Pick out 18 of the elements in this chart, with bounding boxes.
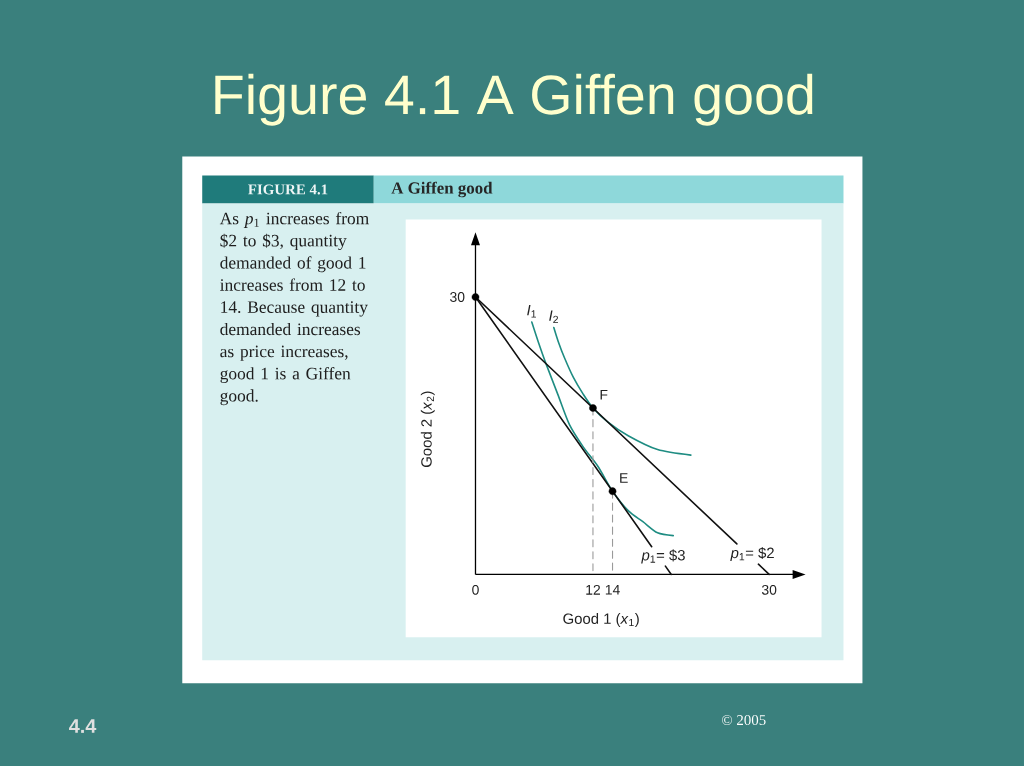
caption: FIGURE 4.1 — [248, 184, 328, 195]
chart-subtitle: A Giffen good — [391, 181, 493, 198]
annotation: 30 — [450, 292, 465, 302]
x-tick-label: 0 — [472, 584, 479, 595]
series-label: I$_{1}$ — [527, 305, 536, 318]
x-axis-title: Good 1 (x$_{1}$) — [563, 613, 639, 627]
chart-title: Figure 4.1 A Giffen good — [215, 73, 813, 126]
x-tick-label: 14 — [605, 584, 620, 595]
series-label: p$_{1}$= $3 — [641, 549, 685, 564]
text: 4.4 — [69, 719, 97, 733]
x-tick-label: 30 — [761, 584, 777, 595]
text: As p$_{1}$ increases from $2 to $3, quantity demanded of good 1 increases from 12 to 14. Because quantity demanded increases as price increases, good 1 is a Giffen good. — [219, 211, 369, 406]
text: © 2005 — [721, 715, 766, 726]
x-tick-label: 12 — [586, 584, 600, 595]
annotation: E — [620, 473, 628, 483]
annotation: F — [600, 389, 608, 400]
series-label: I$_{2}$ — [549, 310, 558, 324]
series-label: p$_{1}$= $2 — [730, 547, 774, 562]
